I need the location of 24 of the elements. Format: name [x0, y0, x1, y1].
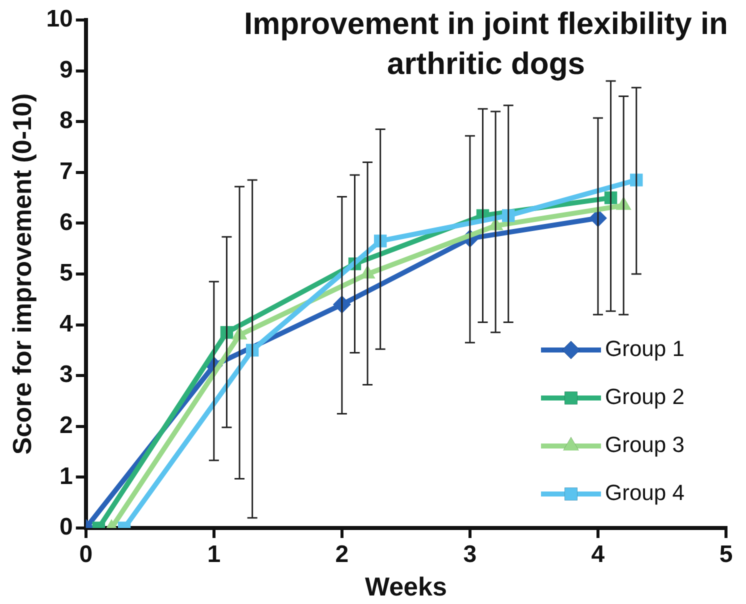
chart-title: Improvement in joint flexibility in arthritic dogs — [244, 6, 728, 82]
x-tick-label: 0 — [79, 541, 93, 568]
y-tick-label: 4 — [60, 310, 74, 338]
y-tick-label: 0 — [60, 514, 73, 541]
x-tick-label: 4 — [591, 541, 606, 568]
legend-label: Group 1 — [605, 336, 684, 362]
legend-label: Group 4 — [605, 480, 684, 506]
y-tick-label: 10 — [46, 6, 73, 33]
x-axis-title: Weeks — [364, 572, 447, 602]
y-tick-label: 6 — [60, 208, 73, 236]
y-tick-label: 7 — [60, 158, 73, 186]
x-tick-label: 3 — [463, 541, 477, 568]
y-tick-label: 8 — [60, 107, 73, 134]
y-tick-label: 2 — [60, 412, 73, 440]
x-tick-label: 1 — [207, 541, 221, 568]
legend-label: Group 2 — [605, 384, 684, 410]
y-tick-label: 1 — [60, 462, 73, 490]
x-tick-label: 5 — [719, 541, 733, 568]
legend-label: Group 3 — [605, 432, 684, 458]
y-axis-title: Score for improvement (0-10) — [6, 93, 37, 455]
y-tick-label: 5 — [60, 260, 73, 287]
y-tick-label: 3 — [60, 361, 73, 388]
x-tick-label: 2 — [335, 541, 349, 568]
y-tick-label: 9 — [60, 56, 73, 84]
